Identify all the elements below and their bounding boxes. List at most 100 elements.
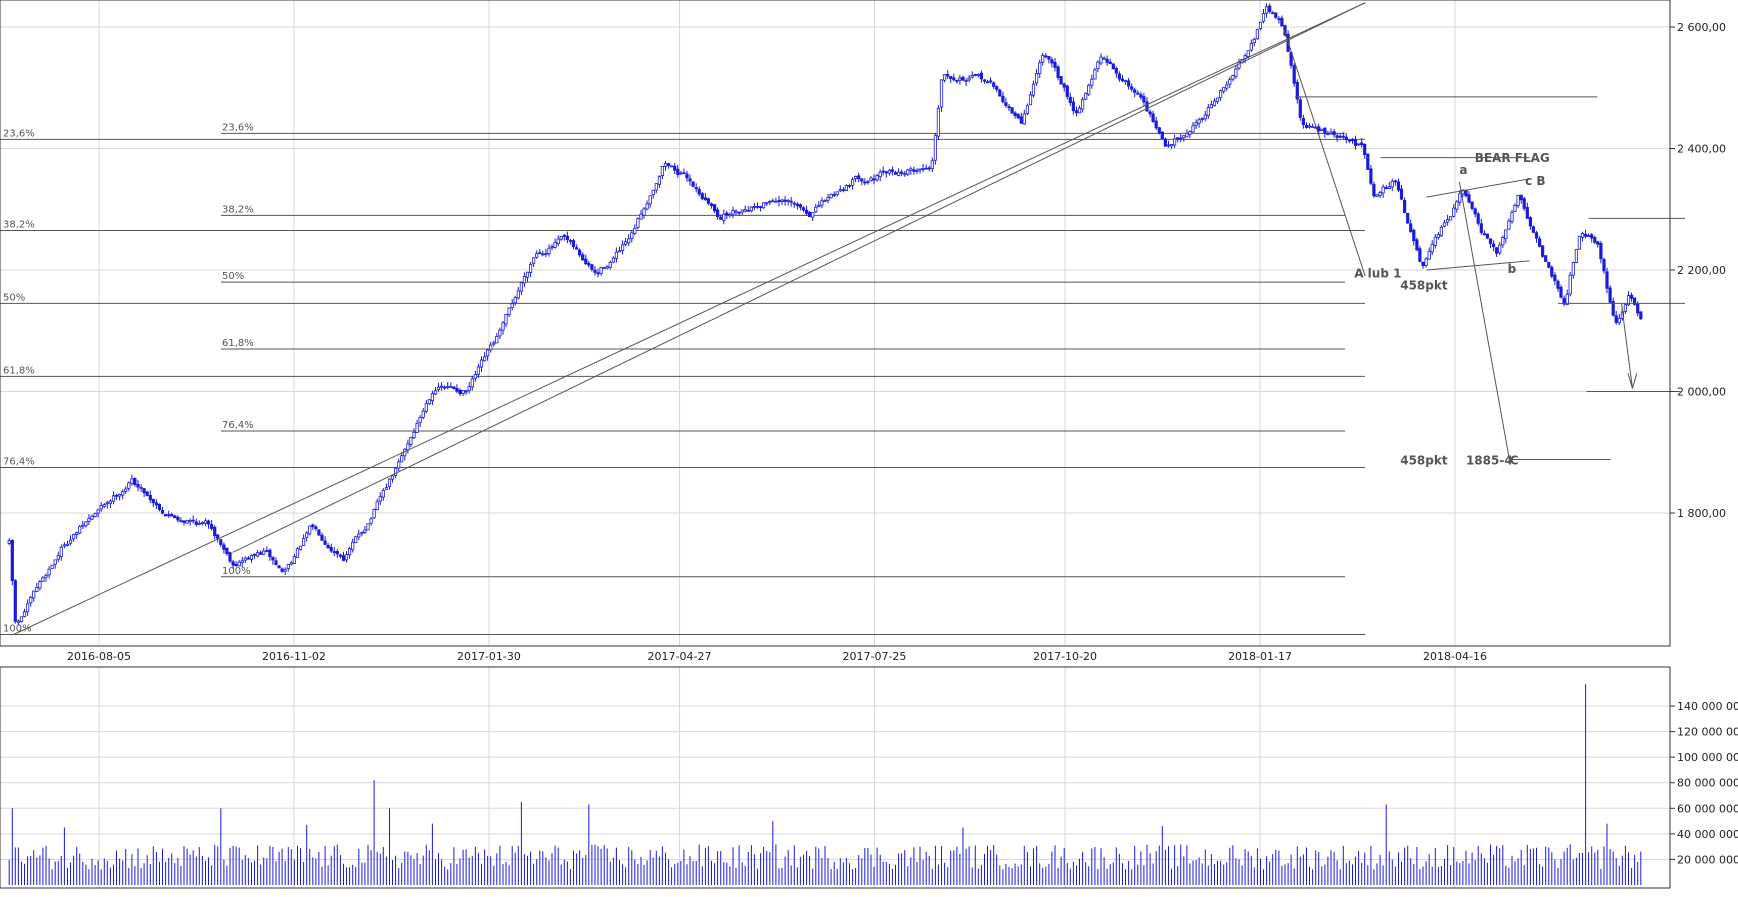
candle-body <box>357 533 361 538</box>
candle-body <box>1482 233 1486 236</box>
candle-body <box>1424 258 1428 266</box>
candle-body <box>709 203 714 207</box>
candle-body <box>47 568 51 576</box>
candle-body <box>673 165 677 171</box>
candle-body <box>81 524 85 527</box>
candle-body <box>1406 212 1410 224</box>
y-tick-label: 1 800,00 <box>1677 507 1726 520</box>
candle-body <box>1522 198 1526 209</box>
candle-body <box>473 374 478 379</box>
candle-body <box>1114 68 1118 74</box>
candle-body <box>449 386 453 389</box>
candle-body <box>544 253 548 256</box>
fib-label-outer: 76,4% <box>3 456 35 467</box>
candle-body <box>1390 180 1394 188</box>
candle-body <box>259 552 263 555</box>
candle-body <box>53 559 57 565</box>
candle-body <box>121 491 125 496</box>
candle-body <box>1268 5 1272 12</box>
candle-body <box>56 555 60 560</box>
candle-body <box>924 167 928 170</box>
candle-body <box>1492 243 1496 248</box>
bear-flag-channel-lower <box>1426 260 1530 271</box>
candle-body <box>38 581 42 589</box>
measured-move-line <box>1458 181 1511 462</box>
candle-body <box>614 251 619 259</box>
candle-body <box>433 390 438 395</box>
candle-body <box>1525 206 1529 219</box>
candle-body <box>289 562 293 565</box>
candle-body <box>1249 43 1253 51</box>
candle-body <box>1096 61 1100 69</box>
candle-body <box>363 529 367 533</box>
candle-body <box>976 74 980 77</box>
candle-body <box>311 524 315 528</box>
candle-body <box>844 184 849 191</box>
candle-body <box>522 276 527 284</box>
candle-body <box>1409 223 1413 232</box>
candle-body <box>1292 65 1296 84</box>
candle-body <box>93 513 97 517</box>
candle-body <box>1378 192 1382 196</box>
candle-body <box>1436 234 1440 238</box>
candle-body <box>1571 262 1575 276</box>
candle-body <box>553 242 557 248</box>
candle-body <box>124 488 128 492</box>
candle-body <box>1442 222 1447 227</box>
candle-body <box>1111 63 1115 70</box>
candle-body <box>498 329 502 337</box>
candle-body <box>1559 286 1563 298</box>
candle-body <box>1212 100 1217 107</box>
y-tick-label: 2 400,00 <box>1677 143 1726 156</box>
y-tick-label: 2 600,00 <box>1677 21 1726 34</box>
candle-body <box>130 478 134 484</box>
candle-body <box>1602 259 1606 272</box>
x-tick-label: 2017-04-27 <box>648 650 712 663</box>
candle-body <box>1053 62 1057 68</box>
candle-body <box>943 74 947 81</box>
candle-body <box>930 160 934 169</box>
candle-body <box>1488 238 1493 244</box>
volume-panel-frame <box>0 666 1671 889</box>
candle-body <box>1093 69 1097 80</box>
candle-body <box>1605 271 1609 289</box>
candle-body <box>792 202 796 205</box>
candle-body <box>35 587 39 592</box>
candle-body <box>470 378 474 388</box>
x-tick-label: 2017-07-25 <box>843 650 907 663</box>
candle-body <box>1464 189 1468 197</box>
candle-body <box>829 193 833 199</box>
candle-body <box>84 521 88 527</box>
candle-body <box>1596 241 1600 245</box>
candle-body <box>1636 303 1640 314</box>
candle-body <box>765 202 769 205</box>
candle-body <box>1231 75 1235 80</box>
candle-body <box>1332 131 1336 136</box>
candle-body <box>1050 59 1054 64</box>
volume-bars <box>8 684 1642 885</box>
candle-body <box>246 557 250 560</box>
annotation-label: a <box>1459 163 1467 177</box>
candle-body <box>568 239 573 242</box>
candle-body <box>992 82 996 87</box>
candle-body <box>1062 83 1066 88</box>
candle-body <box>851 179 855 186</box>
candle-body <box>685 173 689 179</box>
candle-body <box>728 213 732 217</box>
candle-body <box>651 189 655 195</box>
x-tick-label: 2017-01-30 <box>457 650 521 663</box>
candle-body <box>1415 239 1419 251</box>
candle-body <box>1010 107 1014 114</box>
candle-body <box>694 187 698 190</box>
candle-body <box>1090 78 1094 86</box>
candle-body <box>476 366 481 375</box>
candle-body <box>1317 126 1321 132</box>
candle-body <box>1534 232 1539 239</box>
candle-body <box>1541 245 1545 257</box>
candle-body <box>1449 216 1453 221</box>
volume-tick-label: 40 000 000 <box>1677 828 1738 841</box>
candle-body <box>1133 89 1137 93</box>
candle-body <box>749 206 754 212</box>
candle-body <box>335 551 339 555</box>
candle-body <box>1510 211 1514 222</box>
